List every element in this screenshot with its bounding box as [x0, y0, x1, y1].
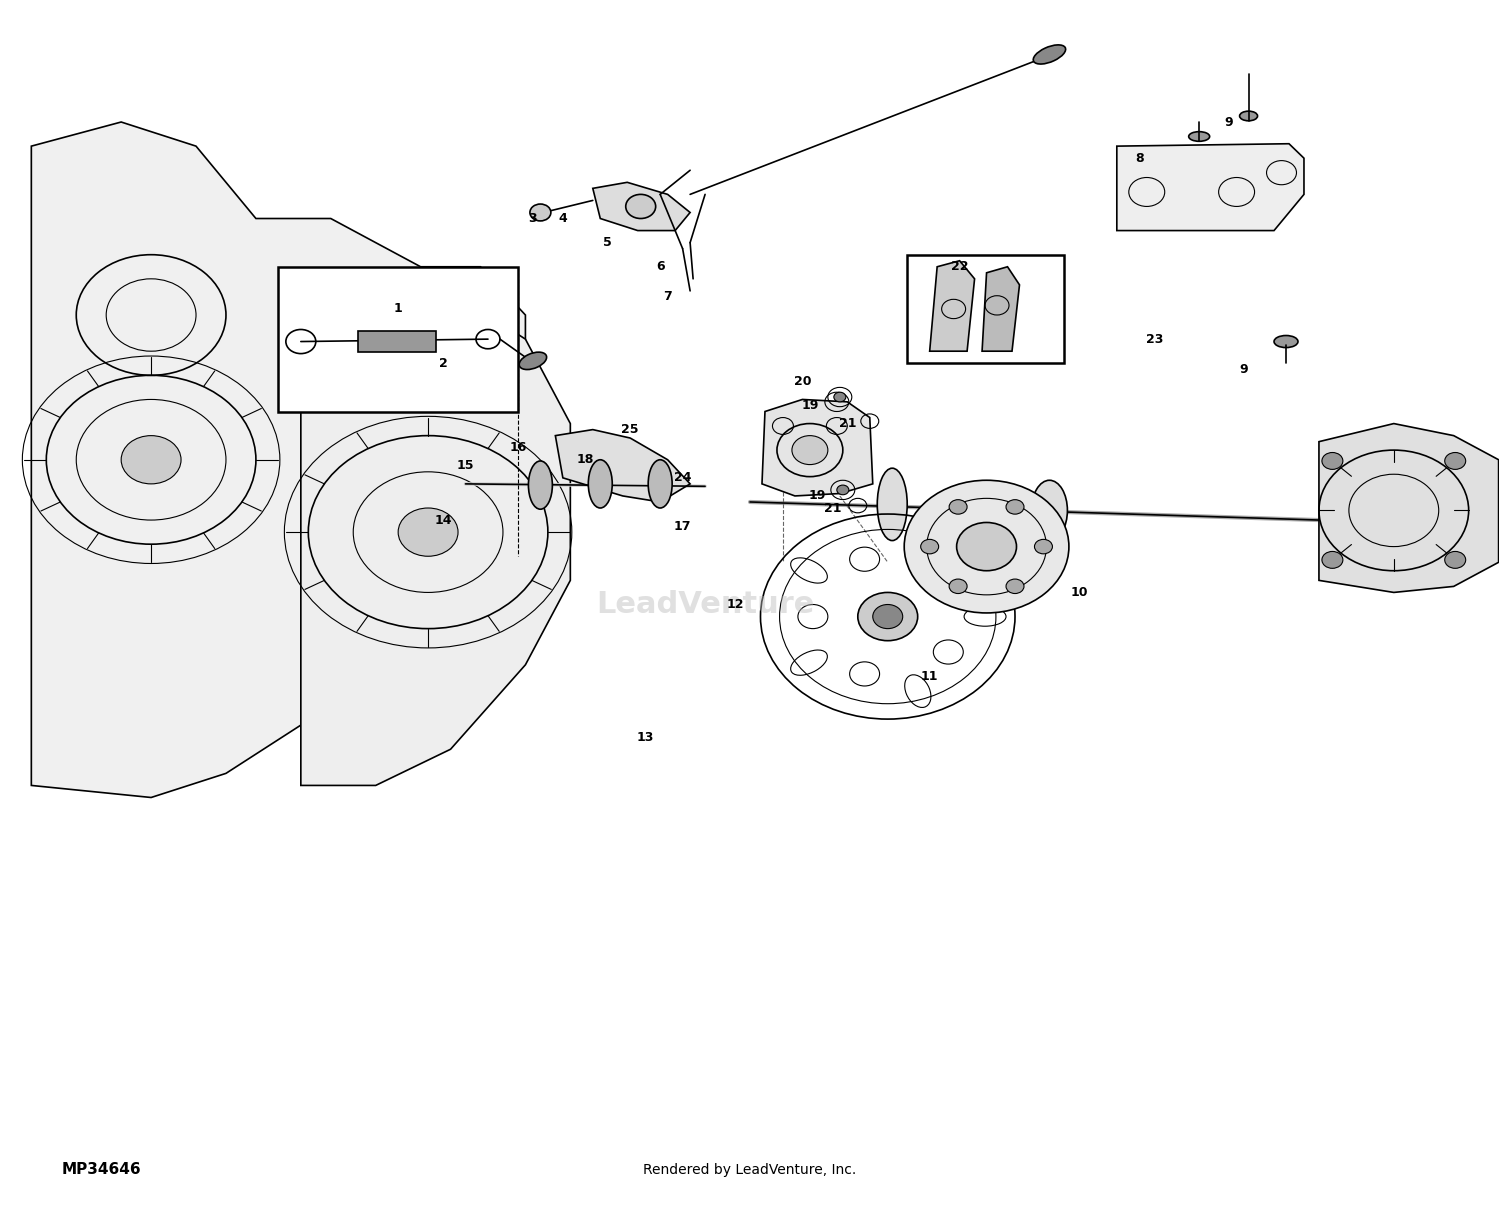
Text: 2: 2	[438, 357, 447, 370]
Text: 11: 11	[921, 670, 939, 683]
Text: 19: 19	[801, 399, 819, 412]
Text: 17: 17	[674, 520, 692, 533]
Text: Rendered by LeadVenture, Inc.: Rendered by LeadVenture, Inc.	[644, 1163, 856, 1178]
Text: 20: 20	[794, 375, 812, 388]
Ellipse shape	[519, 352, 546, 370]
Circle shape	[837, 485, 849, 494]
Circle shape	[1007, 579, 1025, 594]
Polygon shape	[555, 429, 690, 502]
Text: 15: 15	[458, 459, 474, 473]
Text: 1: 1	[394, 302, 402, 316]
Ellipse shape	[588, 459, 612, 508]
Circle shape	[1444, 551, 1466, 568]
Text: 23: 23	[1146, 332, 1162, 346]
Text: 25: 25	[621, 423, 639, 436]
Text: MP34646: MP34646	[62, 1163, 141, 1178]
Circle shape	[530, 204, 550, 221]
Text: 10: 10	[1071, 586, 1088, 598]
Circle shape	[1444, 452, 1466, 469]
Ellipse shape	[878, 468, 908, 540]
Polygon shape	[930, 261, 975, 351]
Bar	[279, 267, 518, 411]
Bar	[908, 255, 1065, 363]
Text: 16: 16	[509, 441, 526, 455]
Polygon shape	[982, 267, 1020, 351]
Text: 21: 21	[824, 502, 842, 515]
Text: 5: 5	[603, 236, 612, 249]
Polygon shape	[592, 183, 690, 231]
Ellipse shape	[1274, 336, 1298, 347]
Text: 3: 3	[528, 212, 537, 225]
Text: 6: 6	[656, 260, 664, 273]
Circle shape	[950, 579, 968, 594]
Circle shape	[1007, 499, 1025, 514]
Circle shape	[626, 195, 656, 219]
Text: 8: 8	[1136, 151, 1143, 164]
Bar	[357, 331, 435, 352]
Text: 4: 4	[558, 212, 567, 225]
Text: 12: 12	[726, 598, 744, 611]
Circle shape	[122, 435, 182, 484]
Circle shape	[957, 522, 1017, 571]
Text: 21: 21	[839, 417, 856, 430]
Text: 14: 14	[435, 514, 451, 527]
Ellipse shape	[1239, 111, 1257, 121]
Text: 19: 19	[808, 490, 826, 503]
Text: 9: 9	[1240, 363, 1248, 376]
Ellipse shape	[1032, 480, 1068, 540]
Polygon shape	[762, 399, 873, 496]
Circle shape	[921, 539, 939, 554]
Circle shape	[1035, 539, 1053, 554]
Polygon shape	[302, 291, 570, 786]
Ellipse shape	[1188, 132, 1209, 141]
Circle shape	[904, 480, 1070, 613]
Circle shape	[398, 508, 458, 556]
Ellipse shape	[528, 461, 552, 509]
Circle shape	[858, 592, 918, 641]
Circle shape	[873, 604, 903, 629]
Text: 13: 13	[636, 730, 654, 744]
Circle shape	[1322, 452, 1342, 469]
Circle shape	[792, 435, 828, 464]
Polygon shape	[32, 122, 525, 798]
Circle shape	[950, 499, 968, 514]
Polygon shape	[1318, 423, 1498, 592]
Text: 7: 7	[663, 290, 672, 303]
Polygon shape	[1118, 144, 1304, 231]
Circle shape	[1322, 551, 1342, 568]
Text: 24: 24	[674, 472, 692, 485]
Circle shape	[834, 392, 846, 401]
Ellipse shape	[1034, 45, 1065, 64]
Text: 9: 9	[1226, 116, 1233, 128]
Text: 22: 22	[951, 260, 969, 273]
Text: 18: 18	[576, 453, 594, 467]
Ellipse shape	[648, 459, 672, 508]
Text: LeadVenture: LeadVenture	[596, 590, 814, 619]
